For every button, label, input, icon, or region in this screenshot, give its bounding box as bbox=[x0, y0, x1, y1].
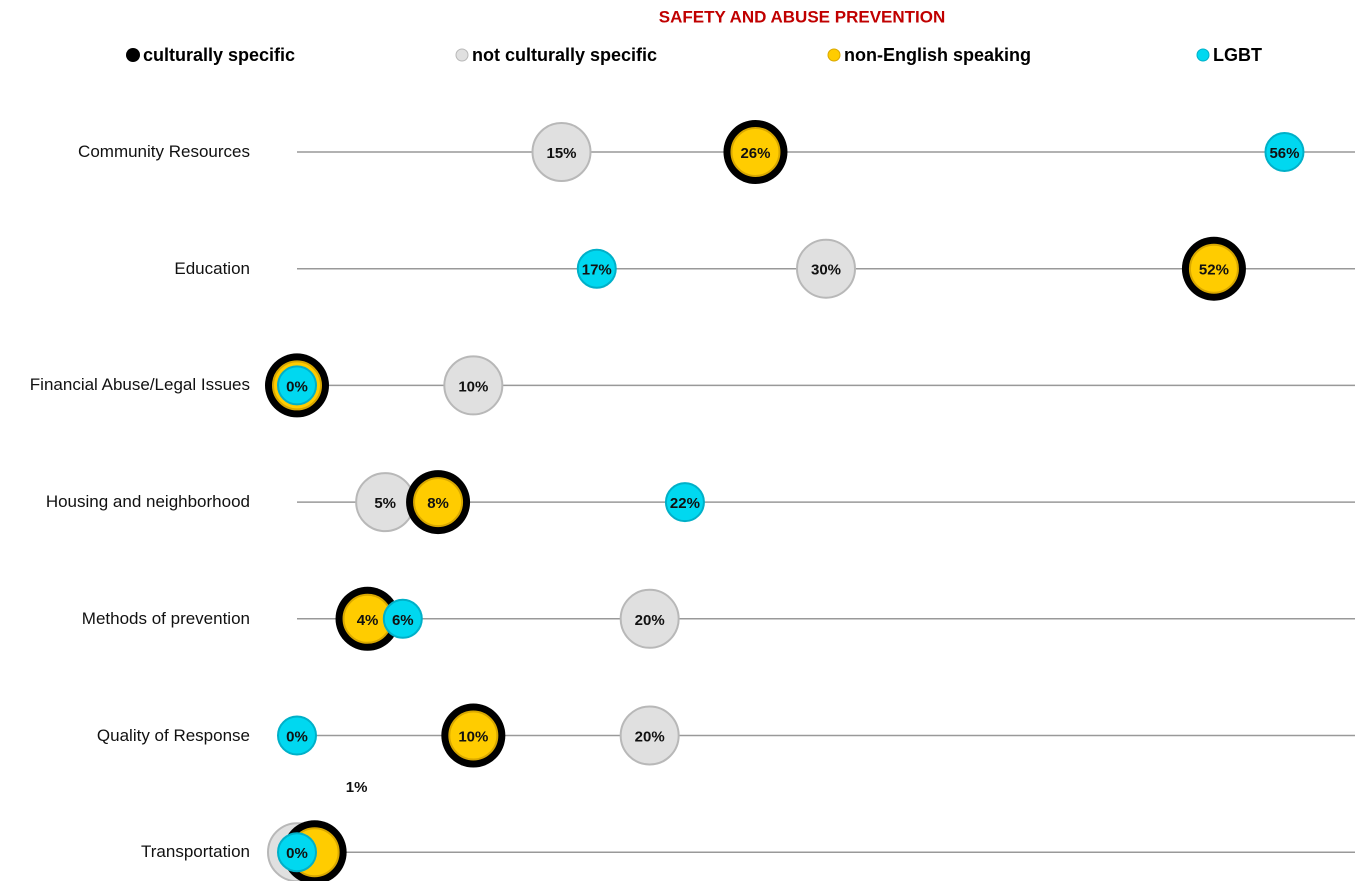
dot bbox=[664, 482, 705, 523]
legend-marker bbox=[455, 48, 469, 62]
legend-marker bbox=[1196, 48, 1210, 62]
value-label: 8% bbox=[427, 495, 449, 512]
dot bbox=[796, 238, 856, 299]
row-label: Education bbox=[174, 258, 250, 278]
value-label: 6% bbox=[392, 612, 414, 629]
value-label: 10% bbox=[458, 378, 488, 395]
value-label: 0% bbox=[286, 378, 308, 395]
value-label: 5% bbox=[374, 495, 396, 512]
row-label: Quality of Response bbox=[96, 725, 250, 745]
legend-marker bbox=[827, 48, 841, 62]
value-label: 52% bbox=[1199, 262, 1229, 279]
dot bbox=[413, 477, 464, 528]
value-label: 30% bbox=[811, 262, 841, 279]
value-label: 26% bbox=[740, 145, 770, 162]
dot bbox=[531, 122, 592, 182]
dot bbox=[1188, 243, 1239, 294]
value-label: 20% bbox=[635, 728, 665, 745]
legend-label: non-English speaking bbox=[844, 45, 1031, 65]
dot bbox=[277, 832, 317, 873]
dot bbox=[619, 588, 680, 649]
value-label: 10% bbox=[458, 728, 488, 745]
legend-marker bbox=[126, 48, 140, 62]
legend-label: culturally specific bbox=[143, 45, 295, 65]
dot bbox=[619, 705, 680, 766]
dot bbox=[576, 248, 617, 289]
dot bbox=[730, 127, 781, 177]
dot bbox=[277, 715, 317, 756]
dot bbox=[448, 710, 499, 761]
value-label: 0% bbox=[286, 728, 308, 745]
value-label: 17% bbox=[582, 262, 612, 279]
value-label: 0% bbox=[286, 845, 308, 862]
value-label: 4% bbox=[357, 612, 379, 629]
row-label: Methods of prevention bbox=[81, 608, 250, 628]
row-label: Financial Abuse/Legal Issues bbox=[29, 375, 250, 395]
value-label: 20% bbox=[635, 612, 665, 629]
value-label: 56% bbox=[1269, 145, 1299, 162]
value-label: 1% bbox=[346, 779, 368, 796]
dot bbox=[1264, 132, 1305, 172]
legend-label: not culturally specific bbox=[472, 45, 657, 65]
row-label: Housing and neighborhood bbox=[45, 492, 250, 512]
chart-title: SAFETY AND ABUSE PREVENTION bbox=[659, 7, 946, 26]
value-label: 22% bbox=[670, 495, 700, 512]
row-label: Community Resources bbox=[78, 142, 250, 161]
legend-label: LGBT bbox=[1213, 45, 1262, 65]
row-label: Transportation bbox=[141, 842, 250, 862]
dot bbox=[382, 598, 423, 639]
dot bbox=[277, 365, 317, 406]
dot bbox=[443, 355, 504, 416]
value-label: 15% bbox=[546, 145, 576, 162]
